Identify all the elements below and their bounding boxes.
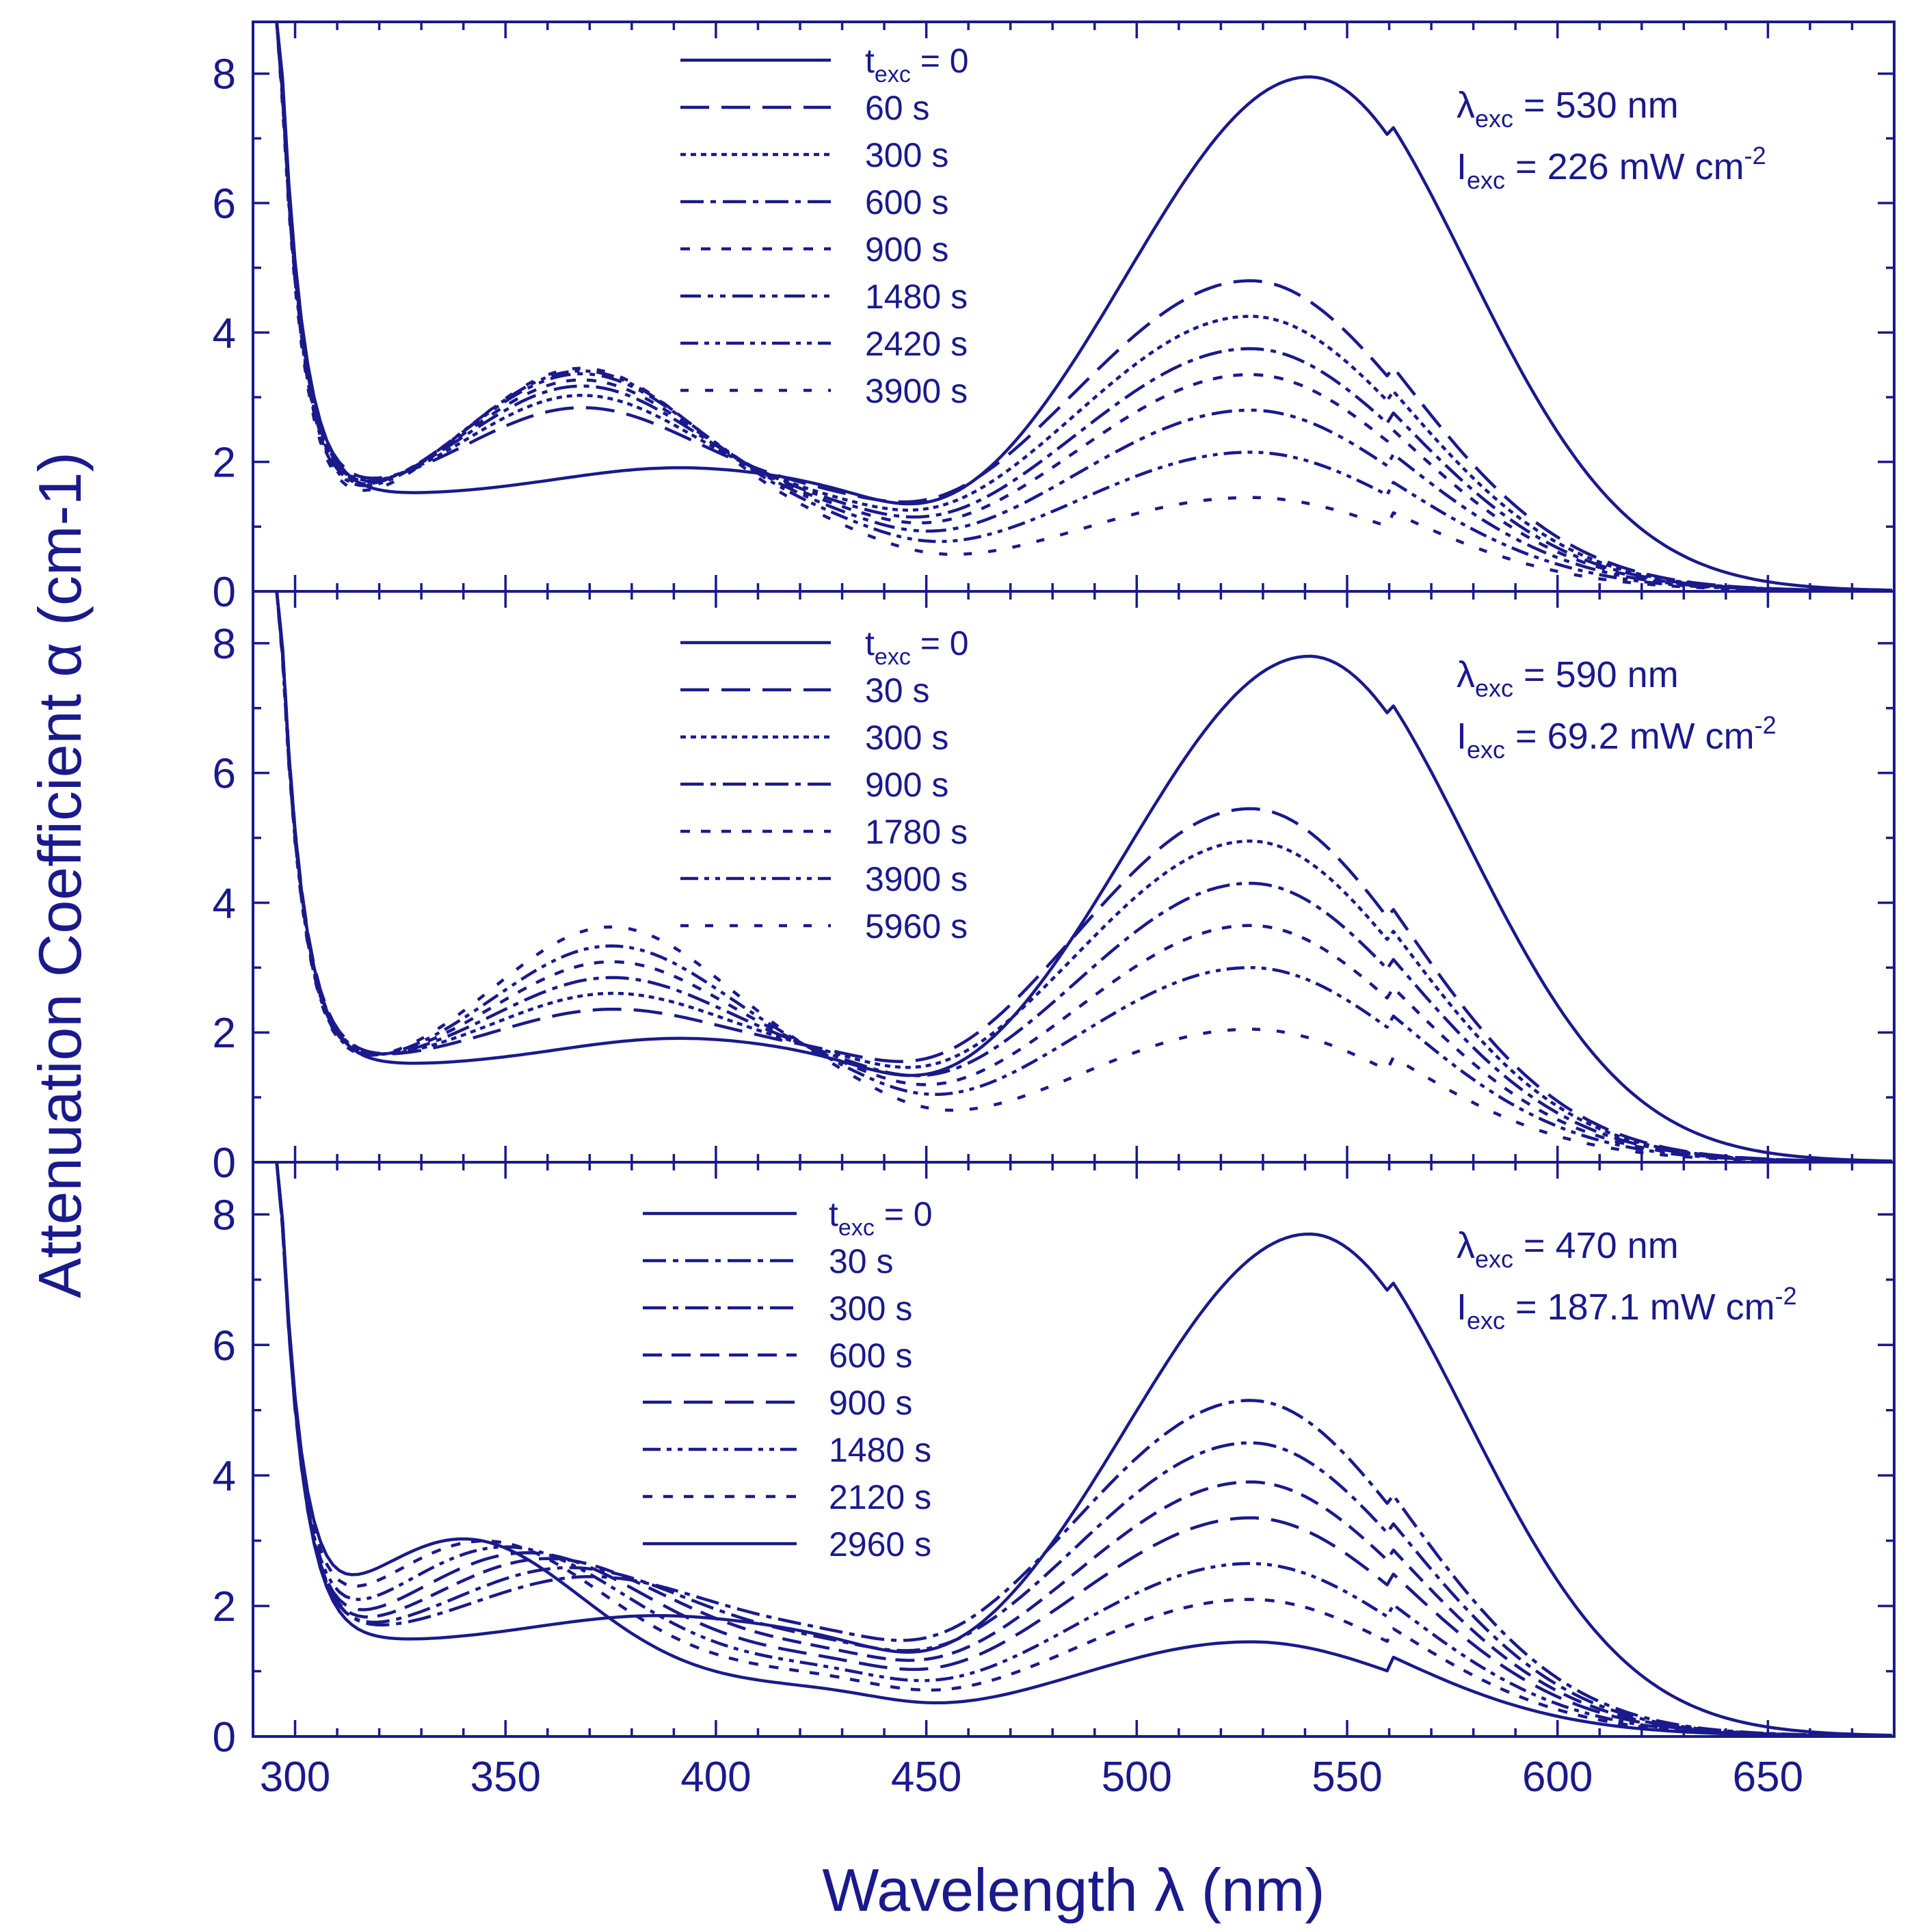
y-tick-label: 8 — [213, 51, 236, 98]
legend-label: 300 s — [865, 719, 948, 757]
legend-label: 1780 s — [865, 813, 968, 851]
legend-label: texc = 0 — [865, 624, 969, 670]
y-tick-label: 6 — [213, 180, 236, 228]
y-tick-label: 8 — [213, 621, 236, 668]
legend-label: 600 s — [829, 1337, 912, 1375]
excitation-intensity: Iexc = 187.1 mW cm-2 — [1457, 1282, 1797, 1334]
panel-middle: 0 2 4 6 8 texc = 030 s 300 s 900 s 1780 s 3900 s 5… — [213, 590, 1896, 1187]
legend-label: 2960 s — [829, 1525, 931, 1564]
x-tick-label: 350 — [470, 1754, 541, 1801]
y-tick-label: 2 — [213, 1583, 236, 1631]
legend-label: 3900 s — [865, 372, 968, 410]
legend-label: 300 s — [829, 1289, 912, 1328]
legend-label: 900 s — [829, 1384, 912, 1422]
series-line — [275, 1162, 1892, 1736]
legend-label: 1480 s — [829, 1431, 931, 1469]
y-tick-label: 4 — [213, 310, 236, 357]
y-axis-label: Attenuation Coefficient α (cm-1) — [26, 452, 94, 1298]
x-tick-label: 650 — [1733, 1754, 1803, 1801]
x-tick-label: 600 — [1522, 1754, 1593, 1801]
legend-label: 2120 s — [829, 1478, 931, 1516]
series-line — [275, 591, 1892, 1162]
excitation-wavelength: λexc = 590 nm — [1457, 654, 1679, 702]
legend-label: 900 s — [865, 766, 948, 804]
panel-bottom: 0 2 4 6 8 300 350 400 450 500 550 600 650 texc = 030 … — [213, 1161, 1896, 1801]
series-line — [275, 22, 1892, 591]
series-line — [275, 591, 1892, 1162]
y-tick-label: 4 — [213, 1453, 236, 1500]
x-tick-label: 550 — [1312, 1754, 1382, 1801]
x-tick-label: 450 — [891, 1754, 961, 1801]
series-line — [275, 591, 1892, 1162]
y-tick-label: 6 — [213, 1322, 236, 1369]
series-line — [275, 1162, 1892, 1736]
excitation-wavelength: λexc = 470 nm — [1457, 1225, 1679, 1273]
series-line — [275, 1162, 1892, 1736]
y-tick-label: 2 — [213, 1010, 236, 1057]
legend-label: 900 s — [865, 230, 948, 269]
series-line — [275, 22, 1892, 591]
legend-label: 600 s — [865, 183, 948, 222]
legend-label: 3900 s — [865, 860, 968, 898]
series-line — [275, 591, 1892, 1162]
legend-label: 30 s — [829, 1242, 894, 1280]
excitation-wavelength: λexc = 530 nm — [1457, 85, 1679, 133]
legend-label: 30 s — [865, 671, 930, 710]
excitation-intensity: Iexc = 226 mW cm-2 — [1457, 142, 1766, 194]
legend-label: 1480 s — [865, 278, 968, 316]
excitation-intensity: Iexc = 69.2 mW cm-2 — [1457, 711, 1777, 764]
series-line — [275, 22, 1892, 591]
y-tick-label: 6 — [213, 751, 236, 798]
x-tick-label: 400 — [680, 1754, 751, 1801]
series-line — [275, 1162, 1892, 1736]
series-line — [275, 591, 1892, 1162]
legend-label: texc = 0 — [865, 42, 969, 88]
y-tick-label: 8 — [213, 1192, 236, 1239]
y-tick-label: 0 — [213, 569, 236, 616]
series-line — [275, 1162, 1892, 1736]
series-line — [275, 1162, 1892, 1736]
series-line — [275, 1162, 1892, 1736]
y-tick-label: 2 — [213, 440, 236, 487]
x-tick-label: 300 — [260, 1754, 330, 1801]
series-line — [275, 22, 1892, 591]
y-tick-label: 0 — [213, 1140, 236, 1187]
y-tick-label: 4 — [213, 880, 236, 927]
legend-label: texc = 0 — [829, 1195, 933, 1241]
y-tick-label: 0 — [213, 1714, 236, 1761]
legend-label: 60 s — [865, 89, 930, 127]
series-line — [275, 22, 1892, 591]
series-line — [275, 1162, 1892, 1736]
x-axis-label: Wavelength λ (nm) — [822, 1856, 1325, 1924]
x-tick-label: 500 — [1102, 1754, 1172, 1801]
series-line — [275, 22, 1892, 591]
panel-top: 0 2 4 6 8 texc = 060 s 300 s 600 s 900 s 1480 s 24… — [213, 21, 1896, 616]
series-line — [275, 22, 1892, 591]
series-line — [275, 22, 1892, 591]
legend-label: 300 s — [865, 136, 948, 174]
legend-label: 2420 s — [865, 325, 968, 363]
legend-label: 5960 s — [865, 907, 968, 945]
plot-frame — [252, 1161, 1896, 1738]
